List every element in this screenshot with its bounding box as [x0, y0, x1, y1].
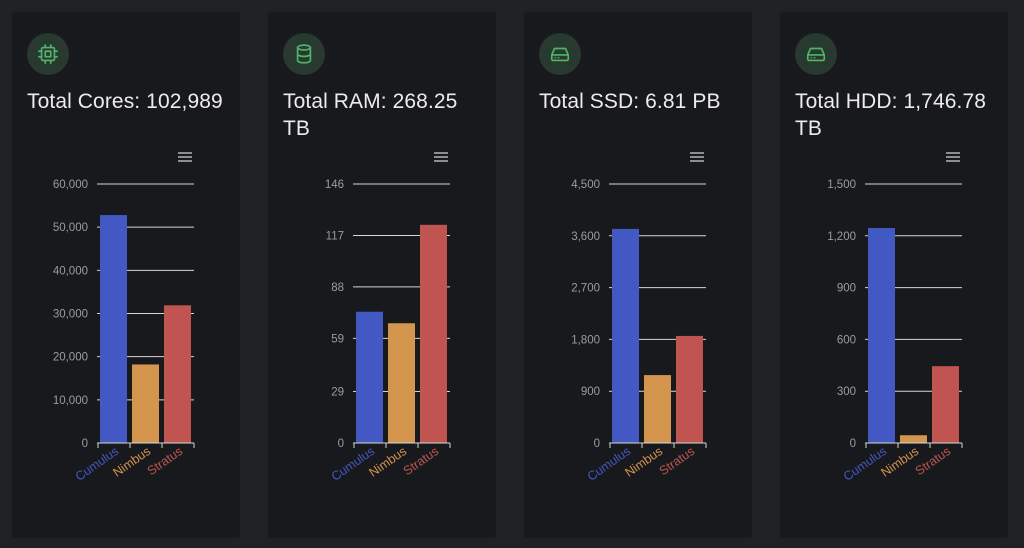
- bar-cumulus[interactable]: [100, 215, 127, 443]
- x-category-label: Stratus: [913, 444, 953, 478]
- bar-cumulus[interactable]: [356, 311, 383, 443]
- y-tick-label: 59: [331, 333, 344, 345]
- hard-drive-icon: [539, 33, 581, 75]
- y-tick-label: 146: [325, 179, 344, 191]
- x-category-label: Cumulus: [841, 444, 889, 484]
- bar-stratus[interactable]: [932, 366, 959, 443]
- y-tick-label: 40,000: [53, 265, 88, 277]
- y-tick-label: 50,000: [53, 222, 88, 234]
- y-tick-label: 4,500: [571, 179, 600, 191]
- x-category-label: Cumulus: [73, 444, 121, 484]
- y-tick-label: 1,500: [827, 179, 856, 191]
- bar-stratus[interactable]: [164, 305, 191, 443]
- y-tick-label: 88: [331, 282, 344, 294]
- y-tick-label: 600: [837, 334, 856, 346]
- y-tick-label: 0: [850, 438, 856, 450]
- y-tick-label: 900: [837, 283, 856, 295]
- chart-menu-icon[interactable]: [690, 152, 704, 163]
- hard-drive-icon: [795, 33, 837, 75]
- bar-nimbus[interactable]: [644, 375, 671, 443]
- card-title: Total SSD: 6.81 PB: [539, 90, 721, 113]
- chart-menu-icon[interactable]: [946, 152, 960, 163]
- bar-nimbus[interactable]: [900, 435, 927, 443]
- card-total-hdd: Total HDD: 1,746.78 TB 0 300 600 900 1,200 1,…: [780, 12, 1008, 538]
- bar-stratus[interactable]: [676, 335, 703, 443]
- y-tick-label: 0: [594, 438, 600, 450]
- cpu-icon: [27, 33, 69, 75]
- card-title: Total RAM: 268.25 TB: [283, 90, 458, 140]
- chart-ssd: 09001,8002,7003,6004,500CumulusNimbusStr…: [571, 179, 707, 484]
- y-tick-label: 0: [338, 438, 344, 450]
- y-tick-label: 1,800: [571, 334, 600, 346]
- y-tick-label: 0: [82, 438, 88, 450]
- card-total-ssd: Total SSD: 6.81 PB 0 900 1,800 2,700 3,600 4,…: [524, 12, 752, 538]
- card-title: Total HDD: 1,746.78 TB: [795, 90, 987, 140]
- x-category-label: Cumulus: [329, 444, 377, 484]
- y-tick-label: 2,700: [571, 283, 600, 295]
- y-tick-label: 60,000: [53, 179, 88, 191]
- chart-menu-icon[interactable]: [434, 152, 448, 163]
- y-tick-label: 30,000: [53, 309, 88, 321]
- bar-stratus[interactable]: [420, 224, 447, 443]
- card-total-cores: Total Cores: 102,989 0 10,000 20,000 30,000…: [12, 12, 240, 538]
- card-title: Total Cores: 102,989: [27, 90, 223, 113]
- y-tick-label: 300: [837, 386, 856, 398]
- x-category-label: Stratus: [401, 444, 441, 478]
- database-icon: [283, 33, 325, 75]
- x-category-label: Cumulus: [585, 444, 633, 484]
- y-tick-label: 20,000: [53, 352, 88, 364]
- y-tick-label: 29: [331, 387, 344, 399]
- x-category-label: Stratus: [145, 444, 185, 478]
- y-tick-label: 1,200: [827, 231, 856, 243]
- chart-menu-icon[interactable]: [178, 152, 192, 163]
- y-tick-label: 10,000: [53, 395, 88, 407]
- bar-nimbus[interactable]: [132, 364, 159, 443]
- y-tick-label: 900: [581, 386, 600, 398]
- bar-cumulus[interactable]: [868, 228, 895, 443]
- x-category-label: Stratus: [657, 444, 697, 478]
- y-tick-label: 3,600: [571, 231, 600, 243]
- bar-cumulus[interactable]: [612, 228, 639, 443]
- chart-cores: 0 10,000 20,000 30,000 40,000 50,000 60,000 Cum…: [53, 179, 195, 484]
- card-total-ram: Total RAM: 268.25 TB 0 29 59 88 117 146 Cumulu…: [268, 12, 496, 538]
- y-tick-label: 117: [326, 230, 344, 242]
- bar-nimbus[interactable]: [388, 323, 415, 443]
